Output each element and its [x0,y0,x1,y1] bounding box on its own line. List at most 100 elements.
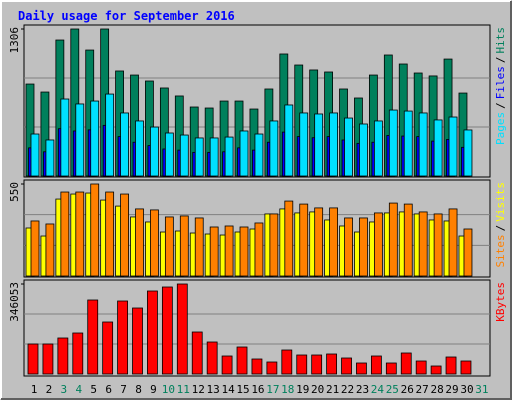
bar [239,130,249,177]
bar [90,100,100,177]
bar [388,109,398,177]
bar [299,203,309,277]
bar [176,283,188,375]
x-tick-label: 17 [266,383,279,396]
y-tick-label: 346053 [8,282,21,322]
bar [87,299,99,375]
bar [448,116,458,177]
legend: Sites / Visits [494,182,507,268]
x-tick-label: 15 [236,383,249,396]
x-tick-label: 27 [416,383,429,396]
legend-entry: Hits [494,27,507,54]
bar [269,120,279,177]
bar [460,360,472,375]
bar [42,343,54,375]
bar [344,217,353,277]
bar [150,209,159,277]
x-tick-label: 12 [192,383,205,396]
legend: Pages / Files / Hits [494,27,507,145]
bar [57,337,69,375]
bar [164,216,174,277]
bar [326,353,338,375]
bar [179,134,189,177]
bar [209,137,219,177]
x-tick-label: 11 [177,383,190,396]
bar [388,202,398,277]
bar [179,215,189,277]
x-tick-label: 16 [251,383,264,396]
bar [403,203,413,277]
legend-entry: Sites [494,234,507,267]
x-tick-label: 31 [475,383,488,396]
bar [269,213,279,277]
bar [221,355,233,375]
bar [400,352,412,375]
x-tick-label: 24 [371,383,385,396]
bar [284,104,294,177]
bar [433,213,443,277]
legend-separator: / [494,102,507,109]
bar [281,349,293,375]
bar [135,208,144,277]
bar [120,193,129,277]
bar [284,200,294,277]
bar [75,191,85,277]
bar [251,358,263,375]
bar [266,361,278,375]
legend-entry: Visits [494,182,507,222]
bar [463,228,473,277]
bar [341,357,352,375]
x-tick-label: 3 [61,383,68,396]
bar [75,103,85,177]
chart-title: Daily usage for September 2016 [18,9,235,23]
bar [433,119,443,177]
bar [373,120,383,177]
bar [373,212,383,277]
bar [194,137,204,177]
legend-entry: Files [494,66,507,99]
x-tick-label: 26 [401,383,414,396]
legend: KBytes [494,282,507,322]
x-tick-label: 6 [105,383,112,396]
x-tick-label: 8 [135,383,142,396]
x-tick-label: 20 [311,383,324,396]
bar [206,341,218,375]
bar [314,207,324,277]
bar [418,112,428,177]
bar [448,208,458,277]
x-tick-label: 13 [207,383,220,396]
bar [463,129,473,177]
x-tick-label: 4 [75,383,82,396]
bar [105,93,115,177]
bar [415,360,427,375]
legend-separator: / [494,57,507,64]
bar [72,332,84,375]
x-tick-label: 21 [326,383,339,396]
bar [105,191,115,277]
bar [135,120,144,177]
x-tick-label: 10 [162,383,175,396]
bar [356,362,367,375]
x-tick-label: 2 [46,383,53,396]
bar [164,132,174,177]
bar [329,112,339,177]
bar [30,220,40,277]
bar [344,117,353,177]
y-tick-label: 550 [8,182,21,202]
bar [403,110,413,177]
bar [430,365,442,375]
bar [30,133,40,177]
bar [314,113,324,177]
bar [120,112,129,177]
bar [60,191,70,277]
bar [102,321,114,375]
bar [329,207,339,277]
x-tick-label: 19 [296,383,309,396]
bar [299,112,309,177]
x-tick-label: 29 [445,383,458,396]
bar [224,225,234,277]
bar [60,98,70,177]
